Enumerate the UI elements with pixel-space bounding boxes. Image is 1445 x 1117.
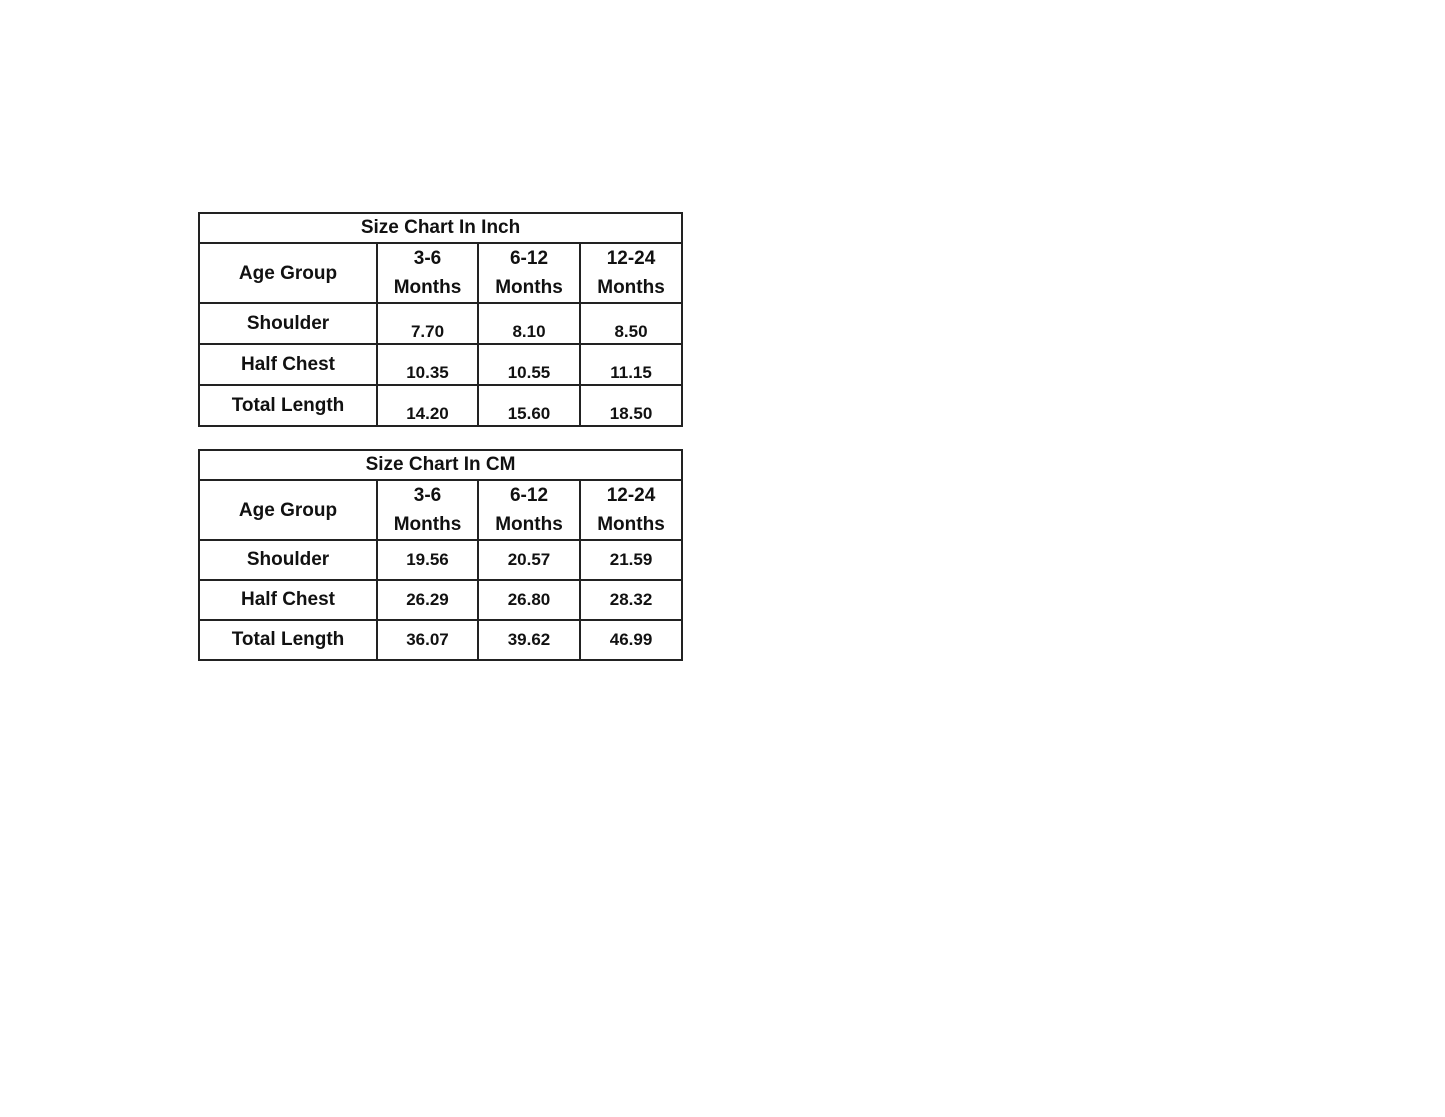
table-cell: 10.35 — [376, 343, 479, 386]
table-header-row: Age Group 3-6 Months 6-12 Months 12-24 Mont… — [198, 242, 684, 304]
table-cell: 20.57 — [477, 539, 581, 581]
column-header: 12-24 Months — [578, 479, 684, 541]
table-row: Half Chest 10.35 10.55 11.15 — [198, 343, 684, 386]
table-row: Shoulder 19.56 20.57 21.59 — [198, 539, 684, 581]
column-header: 3-6 Months — [376, 479, 479, 541]
size-chart-cm-table: Size Chart In CM Age Group 3-6 Months 6-12 … — [197, 449, 684, 661]
table-cell: 46.99 — [578, 619, 684, 661]
column-header: 3-6 Months — [376, 242, 479, 304]
row-label: Total Length — [198, 384, 378, 427]
header-age-group: Age Group — [198, 242, 378, 304]
row-label: Half Chest — [198, 579, 378, 621]
table-row: Total Length 36.07 39.62 46.99 — [198, 619, 684, 661]
table-cell: 7.70 — [376, 302, 479, 345]
header-age-group: Age Group — [198, 479, 378, 541]
table-cell: 26.80 — [477, 579, 581, 621]
table-cell: 18.50 — [578, 384, 684, 427]
table-row: Half Chest 26.29 26.80 28.32 — [198, 579, 684, 621]
size-chart-inch-table: Size Chart In Inch Age Group 3-6 Months 6-1… — [197, 212, 684, 427]
table-row: Shoulder 7.70 8.10 8.50 — [198, 302, 684, 345]
table-cell: 15.60 — [477, 384, 581, 427]
column-header: 6-12 Months — [477, 242, 581, 304]
table-cell: 14.20 — [376, 384, 479, 427]
table-cell: 26.29 — [376, 579, 479, 621]
table-title: Size Chart In Inch — [197, 212, 684, 244]
table-cell: 19.56 — [376, 539, 479, 581]
table-cell: 8.10 — [477, 302, 581, 345]
table-cell: 21.59 — [578, 539, 684, 581]
table-cell: 36.07 — [376, 619, 479, 661]
column-header: 12-24 Months — [578, 242, 684, 304]
table-cell: 10.55 — [477, 343, 581, 386]
table-header-row: Age Group 3-6 Months 6-12 Months 12-24 Mont… — [198, 479, 684, 541]
row-label: Total Length — [198, 619, 378, 661]
row-label: Half Chest — [198, 343, 378, 386]
table-title-row: Size Chart In Inch — [197, 212, 684, 244]
table-title: Size Chart In CM — [197, 449, 684, 481]
column-header: 6-12 Months — [477, 479, 581, 541]
row-label: Shoulder — [198, 539, 378, 581]
table-cell: 11.15 — [578, 343, 684, 386]
table-cell: 39.62 — [477, 619, 581, 661]
table-title-row: Size Chart In CM — [197, 449, 684, 481]
table-cell: 28.32 — [578, 579, 684, 621]
row-label: Shoulder — [198, 302, 378, 345]
table-cell: 8.50 — [578, 302, 684, 345]
table-row: Total Length 14.20 15.60 18.50 — [198, 384, 684, 427]
